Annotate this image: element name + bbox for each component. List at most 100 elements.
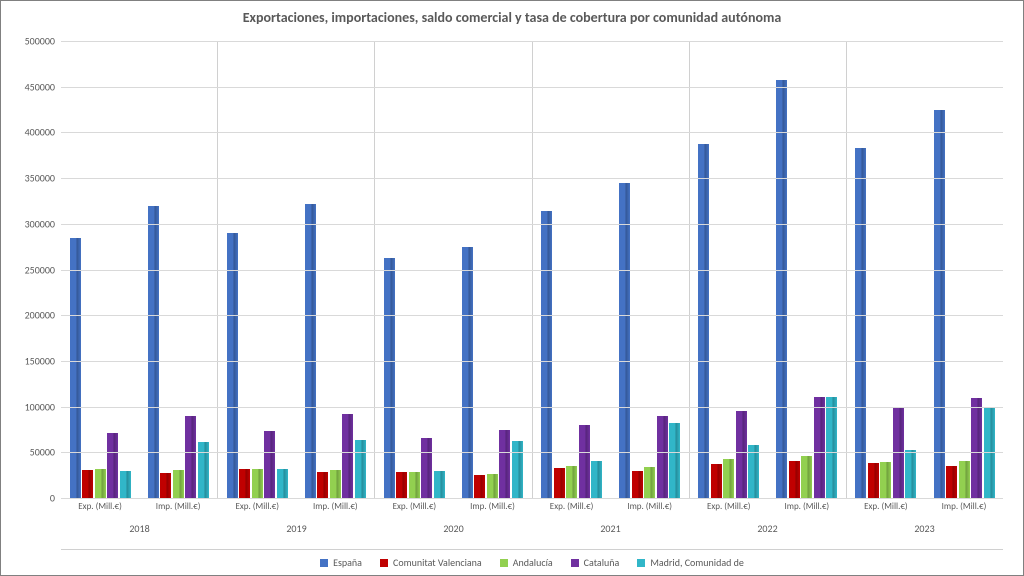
legend-label: España — [333, 556, 362, 569]
legend-swatch — [571, 559, 579, 567]
subcategory-label: Exp. (Mill.€) — [847, 498, 925, 512]
gridline — [61, 178, 1003, 179]
bar — [185, 416, 196, 498]
bar — [317, 472, 328, 498]
legend-label: Andalucía — [513, 556, 553, 569]
bar — [264, 431, 275, 498]
bar — [330, 470, 341, 498]
legend-label: Madrid, Comunidad de — [650, 556, 744, 569]
bar — [723, 459, 734, 498]
bar — [905, 450, 916, 498]
bar — [462, 247, 473, 498]
gridline — [61, 361, 1003, 362]
bar — [801, 456, 812, 498]
bar — [421, 438, 432, 498]
legend-item: España — [320, 556, 362, 569]
year-label: 2018 — [61, 522, 218, 535]
bar — [409, 472, 420, 499]
legend-swatch — [500, 559, 508, 567]
y-tick-label: 0 — [50, 492, 61, 505]
legend-swatch — [637, 559, 645, 567]
gridline — [61, 407, 1003, 408]
year-label: 2022 — [689, 522, 846, 535]
bar — [198, 442, 209, 498]
subcategory-label: Imp. (Mill.€) — [296, 498, 374, 512]
bar — [173, 470, 184, 498]
bar — [512, 441, 523, 498]
legend: España Comunitat Valenciana Andalucía Catal… — [61, 549, 1003, 569]
y-tick-label: 350000 — [25, 172, 61, 185]
subcategory-label: Imp. (Mill.€) — [139, 498, 217, 512]
bar — [736, 411, 747, 498]
year-label: 2023 — [846, 522, 1003, 535]
bar — [971, 398, 982, 498]
y-tick-label: 100000 — [25, 400, 61, 413]
bar — [107, 433, 118, 498]
y-tick-label: 150000 — [25, 354, 61, 367]
bar — [698, 144, 709, 498]
legend-item: Andalucía — [500, 556, 553, 569]
bar — [789, 461, 800, 498]
chart-title: Exportaciones, importaciones, saldo come… — [1, 1, 1023, 30]
gridline — [61, 132, 1003, 133]
bar — [619, 183, 630, 498]
gridline — [61, 270, 1003, 271]
gridline — [61, 452, 1003, 453]
gridline — [61, 87, 1003, 88]
subcategory-label: Imp. (Mill.€) — [925, 498, 1003, 512]
bar — [70, 238, 81, 498]
bar — [305, 204, 316, 498]
bar — [227, 233, 238, 498]
plot-area: Exp. (Mill.€)Imp. (Mill.€)Exp. (Mill.€)I… — [61, 41, 1003, 499]
bar — [541, 211, 552, 498]
bar — [711, 464, 722, 498]
subcategory-label: Imp. (Mill.€) — [768, 498, 846, 512]
subcategory-label: Exp. (Mill.€) — [690, 498, 768, 512]
bar — [384, 258, 395, 498]
bar — [855, 148, 866, 498]
bar — [474, 475, 485, 498]
bar — [579, 425, 590, 498]
bar — [880, 462, 891, 498]
bar — [252, 469, 263, 498]
bar — [868, 463, 879, 498]
subcategory-label: Imp. (Mill.€) — [453, 498, 531, 512]
bar — [554, 468, 565, 498]
legend-swatch — [320, 559, 328, 567]
gridline — [61, 41, 1003, 42]
bar — [487, 474, 498, 498]
bar — [591, 461, 602, 498]
legend-item: Cataluña — [571, 556, 620, 569]
subcategory-label: Exp. (Mill.€) — [61, 498, 139, 512]
gridline — [61, 224, 1003, 225]
legend-label: Cataluña — [584, 556, 620, 569]
gridline — [61, 498, 1003, 499]
bar — [355, 440, 366, 498]
year-label: 2021 — [532, 522, 689, 535]
y-tick-label: 450000 — [25, 80, 61, 93]
bar — [669, 423, 680, 498]
legend-swatch — [380, 559, 388, 567]
subcategory-label: Imp. (Mill.€) — [611, 498, 689, 512]
subcategory-label: Exp. (Mill.€) — [218, 498, 296, 512]
legend-label: Comunitat Valenciana — [393, 556, 482, 569]
bar — [148, 206, 159, 498]
bar — [566, 466, 577, 498]
year-label: 2019 — [218, 522, 375, 535]
year-labels-row: 201820192020202120222023 — [61, 522, 1003, 535]
bar — [396, 472, 407, 499]
chart-container: Exportaciones, importaciones, saldo come… — [0, 0, 1024, 576]
bar — [120, 471, 131, 498]
subcategory-label: Exp. (Mill.€) — [375, 498, 453, 512]
bar — [499, 430, 510, 498]
legend-item: Comunitat Valenciana — [380, 556, 482, 569]
bar — [946, 466, 957, 498]
subcategory-label: Exp. (Mill.€) — [533, 498, 611, 512]
legend-item: Madrid, Comunidad de — [637, 556, 744, 569]
bar — [657, 416, 668, 498]
bar — [644, 467, 655, 498]
bar — [959, 461, 970, 498]
y-tick-label: 200000 — [25, 309, 61, 322]
bar — [934, 110, 945, 498]
bar — [277, 469, 288, 498]
